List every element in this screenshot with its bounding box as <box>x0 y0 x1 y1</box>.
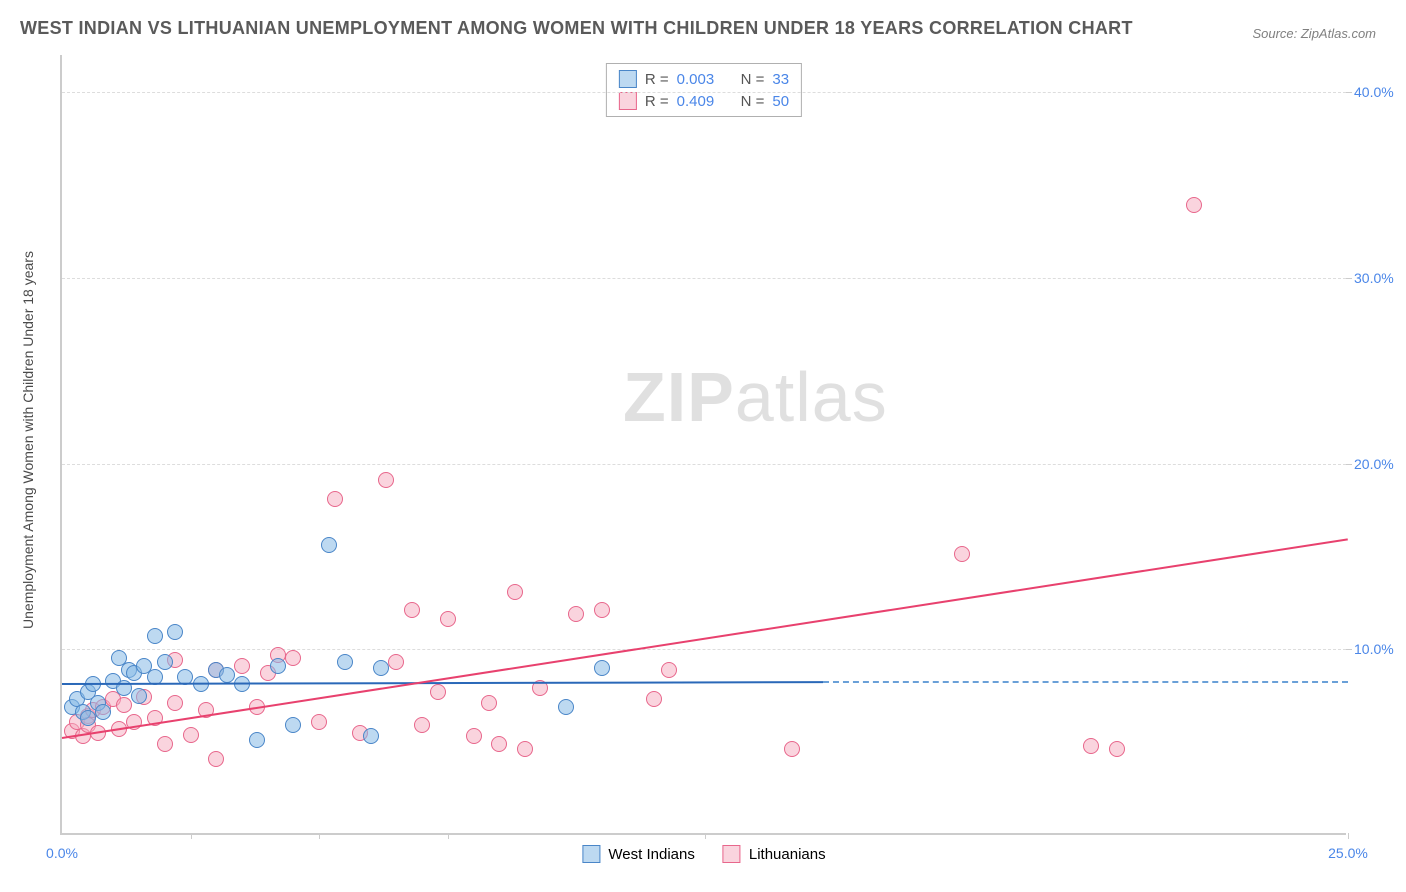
x-tick-label: 0.0% <box>46 845 78 861</box>
legend-series-item: Lithuanians <box>723 845 826 863</box>
grid-line-h <box>62 649 1346 650</box>
legend-correlation-row: R = 0.409N = 50 <box>619 90 789 112</box>
y-tick-mark <box>1346 464 1352 465</box>
scatter-point-series2 <box>1083 738 1099 754</box>
trend-line <box>62 538 1348 739</box>
trend-line <box>62 681 823 685</box>
scatter-point-series2 <box>311 714 327 730</box>
scatter-point-series1 <box>285 717 301 733</box>
scatter-point-series2 <box>116 697 132 713</box>
scatter-point-series1 <box>147 628 163 644</box>
scatter-point-series1 <box>363 728 379 744</box>
watermark: ZIPatlas <box>623 357 888 437</box>
scatter-point-series2 <box>491 736 507 752</box>
legend-swatch <box>619 92 637 110</box>
legend-series-item: West Indians <box>582 845 694 863</box>
scatter-point-series2 <box>440 611 456 627</box>
scatter-point-series1 <box>167 624 183 640</box>
y-tick-label: 30.0% <box>1354 270 1406 286</box>
scatter-point-series2 <box>954 546 970 562</box>
scatter-point-series2 <box>784 741 800 757</box>
scatter-point-series2 <box>430 684 446 700</box>
scatter-point-series2 <box>285 650 301 666</box>
scatter-point-series2 <box>661 662 677 678</box>
legend-swatch <box>619 70 637 88</box>
scatter-point-series2 <box>507 584 523 600</box>
series-legend: West Indians Lithuanians <box>582 845 825 863</box>
correlation-legend: R = 0.003N = 33R = 0.409N = 50 <box>606 63 802 117</box>
y-axis-label: Unemployment Among Women with Children U… <box>20 251 36 629</box>
scatter-point-series1 <box>321 537 337 553</box>
legend-swatch <box>723 845 741 863</box>
x-tick-mark <box>448 833 449 839</box>
scatter-point-series1 <box>249 732 265 748</box>
scatter-point-series2 <box>378 472 394 488</box>
x-tick-mark <box>705 833 706 839</box>
scatter-point-series2 <box>388 654 404 670</box>
scatter-point-series2 <box>404 602 420 618</box>
scatter-point-series2 <box>327 491 343 507</box>
x-tick-label: 25.0% <box>1328 845 1368 861</box>
legend-correlation-row: R = 0.003N = 33 <box>619 68 789 90</box>
scatter-point-series1 <box>594 660 610 676</box>
y-tick-label: 40.0% <box>1354 84 1406 100</box>
scatter-point-series2 <box>481 695 497 711</box>
scatter-point-series2 <box>208 751 224 767</box>
chart-title: WEST INDIAN VS LITHUANIAN UNEMPLOYMENT A… <box>20 18 1133 39</box>
grid-line-h <box>62 278 1346 279</box>
scatter-point-series2 <box>157 736 173 752</box>
y-tick-mark <box>1346 278 1352 279</box>
source-attribution: Source: ZipAtlas.com <box>1252 26 1376 41</box>
scatter-point-series2 <box>183 727 199 743</box>
y-tick-mark <box>1346 92 1352 93</box>
grid-line-h <box>62 92 1346 93</box>
scatter-point-series1 <box>270 658 286 674</box>
x-tick-mark <box>191 833 192 839</box>
scatter-point-series1 <box>157 654 173 670</box>
scatter-point-series2 <box>1186 197 1202 213</box>
scatter-point-series1 <box>95 704 111 720</box>
scatter-point-series2 <box>167 695 183 711</box>
scatter-point-series1 <box>373 660 389 676</box>
scatter-point-series1 <box>558 699 574 715</box>
plot-area: ZIPatlas R = 0.003N = 33R = 0.409N = 50 … <box>60 55 1346 835</box>
y-tick-label: 20.0% <box>1354 456 1406 472</box>
x-tick-mark <box>1348 833 1349 839</box>
scatter-point-series2 <box>646 691 662 707</box>
scatter-point-series2 <box>517 741 533 757</box>
scatter-point-series2 <box>466 728 482 744</box>
y-tick-label: 10.0% <box>1354 641 1406 657</box>
grid-line-h <box>62 464 1346 465</box>
scatter-point-series1 <box>219 667 235 683</box>
scatter-point-series2 <box>568 606 584 622</box>
legend-swatch <box>582 845 600 863</box>
x-tick-mark <box>319 833 320 839</box>
scatter-point-series2 <box>1109 741 1125 757</box>
scatter-point-series2 <box>594 602 610 618</box>
scatter-point-series1 <box>80 710 96 726</box>
scatter-point-series1 <box>337 654 353 670</box>
scatter-point-series2 <box>414 717 430 733</box>
scatter-point-series1 <box>131 688 147 704</box>
trend-line-extension <box>823 681 1348 683</box>
scatter-point-series2 <box>234 658 250 674</box>
y-tick-mark <box>1346 649 1352 650</box>
